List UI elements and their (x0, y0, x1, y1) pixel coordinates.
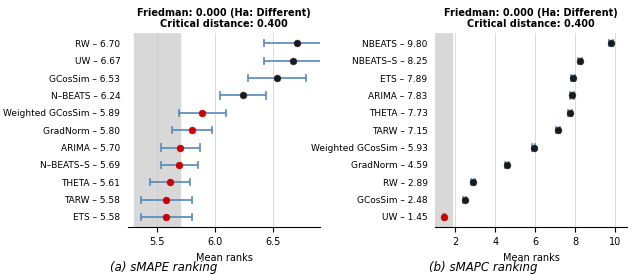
Title: Friedman: 0.000 (Ha: Different)
Critical distance: 0.400: Friedman: 0.000 (Ha: Different) Critical… (137, 8, 311, 29)
X-axis label: Mean ranks: Mean ranks (196, 253, 252, 263)
Bar (134, 33, 180, 227)
Title: Friedman: 0.000 (Ha: Different)
Critical distance: 0.400: Friedman: 0.000 (Ha: Different) Critical… (444, 8, 618, 29)
Bar (435, 33, 452, 227)
Text: (a) sMAPE ranking: (a) sMAPE ranking (109, 261, 217, 274)
Text: (b) sMAPC ranking: (b) sMAPC ranking (429, 261, 538, 274)
X-axis label: Mean ranks: Mean ranks (503, 253, 559, 263)
